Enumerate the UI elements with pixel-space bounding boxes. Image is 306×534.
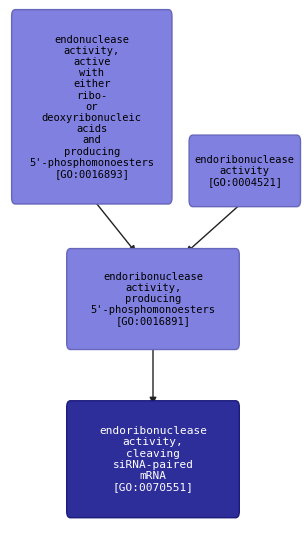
Text: endoribonuclease
activity
[GO:0004521]: endoribonuclease activity [GO:0004521] xyxy=(195,155,295,187)
Text: endoribonuclease
activity,
cleaving
siRNA-paired
mRNA
[GO:0070551]: endoribonuclease activity, cleaving siRN… xyxy=(99,426,207,492)
FancyBboxPatch shape xyxy=(12,10,172,204)
FancyBboxPatch shape xyxy=(67,400,239,518)
FancyBboxPatch shape xyxy=(189,135,300,207)
Text: endonuclease
activity,
active
with
either
ribo-
or
deoxyribonucleic
acids
and
pr: endonuclease activity, active with eithe… xyxy=(29,35,154,179)
FancyBboxPatch shape xyxy=(67,249,239,350)
Text: endoribonuclease
activity,
producing
5'-phosphomonoesters
[GO:0016891]: endoribonuclease activity, producing 5'-… xyxy=(91,272,215,326)
